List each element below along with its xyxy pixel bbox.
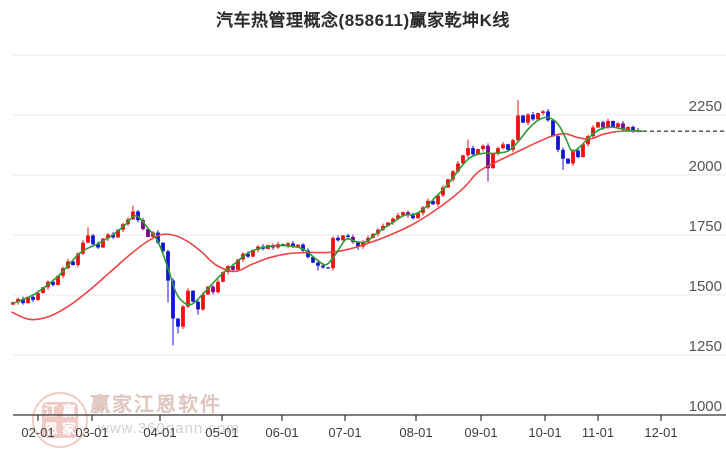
x-axis-label: 12-01 xyxy=(644,425,677,440)
candle xyxy=(181,305,185,330)
candle xyxy=(326,266,330,269)
watermark-url-text: www.360gann.com xyxy=(98,420,240,437)
y-axis-labels: 2250 2000 1750 1500 1250 1000 xyxy=(689,98,722,415)
candle xyxy=(211,285,215,295)
ma-slow-line xyxy=(11,130,643,321)
y-axis-label: 1000 xyxy=(689,398,722,415)
candle xyxy=(341,235,345,241)
candlestick-series xyxy=(11,100,640,346)
candle xyxy=(596,121,600,128)
candle xyxy=(336,235,340,242)
candle xyxy=(101,238,105,248)
candle xyxy=(191,290,195,303)
candle xyxy=(431,200,435,205)
candle xyxy=(471,145,475,156)
candle xyxy=(141,217,145,231)
candle xyxy=(486,143,490,182)
candle xyxy=(391,217,395,225)
candle xyxy=(546,109,550,122)
candle xyxy=(541,109,545,116)
candle xyxy=(536,112,540,120)
candle xyxy=(531,112,535,121)
candle xyxy=(566,158,570,164)
y-axis-label: 1500 xyxy=(689,278,722,295)
x-axis: 02-01 03-01 04-01 05-01 06-01 07-01 08-01 09-01… xyxy=(13,414,726,440)
candle xyxy=(521,115,525,124)
candle xyxy=(171,278,175,346)
x-axis-label: 09-01 xyxy=(464,425,497,440)
x-axis-label: 07-01 xyxy=(328,425,361,440)
candle xyxy=(496,146,500,156)
page-title: 汽车热管理概念(858611)赢家乾坤K线 xyxy=(216,11,510,30)
candle xyxy=(351,234,355,244)
candle xyxy=(511,138,515,153)
y-axis-label: 1750 xyxy=(689,218,722,235)
candle xyxy=(491,152,495,169)
x-axis-label: 10-01 xyxy=(528,425,561,440)
x-axis-label: 05-01 xyxy=(205,425,238,440)
candle xyxy=(556,134,560,153)
candle xyxy=(71,260,75,266)
x-axis-label: 02-01 xyxy=(21,425,54,440)
candle xyxy=(21,296,25,305)
candle xyxy=(591,125,595,138)
grid-lines xyxy=(13,54,726,356)
candle xyxy=(161,242,165,252)
seal-char: 恩 xyxy=(44,421,58,437)
candle xyxy=(436,193,440,207)
watermark: 江 赢 恩 家 赢家江恩软件 www.360gann.com xyxy=(30,388,330,450)
candle xyxy=(561,147,565,170)
candle xyxy=(146,228,150,238)
x-axis-label: 04-01 xyxy=(143,425,176,440)
candle xyxy=(551,119,555,137)
candle xyxy=(356,241,360,250)
candle xyxy=(201,292,205,311)
candle xyxy=(86,227,90,244)
y-axis-label: 2250 xyxy=(689,98,722,115)
candle xyxy=(526,113,530,126)
candle xyxy=(481,144,485,152)
candle xyxy=(316,261,320,271)
candle xyxy=(176,318,180,334)
ma-fast-line xyxy=(12,116,643,306)
x-axis-label: 06-01 xyxy=(265,425,298,440)
candle xyxy=(516,100,520,142)
candle xyxy=(506,143,510,151)
candle xyxy=(611,120,615,128)
candle xyxy=(466,139,470,158)
candle xyxy=(451,169,455,182)
candle xyxy=(441,185,445,197)
candle xyxy=(216,279,220,294)
candle xyxy=(461,154,465,164)
x-axis-label: 11-01 xyxy=(582,425,614,440)
candle xyxy=(106,233,110,241)
candle xyxy=(81,240,85,256)
candle xyxy=(196,300,200,315)
candle xyxy=(581,143,585,158)
candle xyxy=(31,295,35,303)
x-axis-label: 03-01 xyxy=(75,425,108,440)
candle xyxy=(576,148,580,159)
seal-char: 家 xyxy=(62,421,76,437)
candle xyxy=(501,141,505,150)
candle xyxy=(91,234,95,247)
watermark-brand-text: 赢家江恩软件 xyxy=(90,394,222,416)
candle xyxy=(166,249,170,303)
candle xyxy=(331,236,335,271)
candle xyxy=(311,256,315,264)
x-axis-label: 08-01 xyxy=(399,425,432,440)
candle xyxy=(586,134,590,147)
y-axis-label: 2000 xyxy=(689,158,722,175)
y-axis-label: 1250 xyxy=(689,338,722,355)
